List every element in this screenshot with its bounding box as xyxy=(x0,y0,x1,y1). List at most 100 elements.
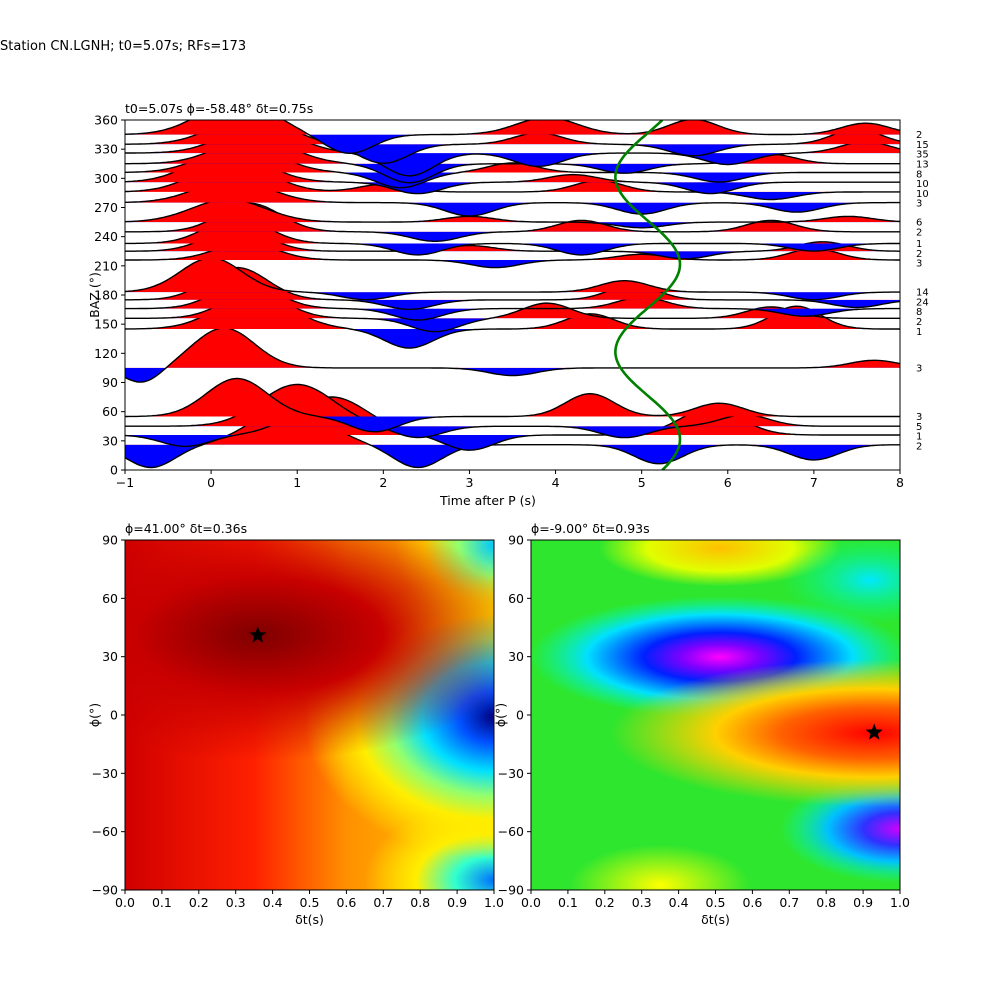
rf-trace-count: 3 xyxy=(916,259,922,270)
rf-trace xyxy=(125,327,900,383)
rf-trace-count: 10 xyxy=(916,179,929,190)
rf-x-axis: −1 0 1 2 3 4 5 6 7 8 xyxy=(116,470,904,490)
x-tick-label: 0.5 xyxy=(706,895,726,910)
x-tick-label: 1.0 xyxy=(890,895,910,910)
rf-trace-count: 14 xyxy=(916,288,929,299)
x-tick-label: 0.4 xyxy=(669,895,689,910)
x-tick-label: 8 xyxy=(896,475,904,490)
rf-trace-count: 2 xyxy=(916,317,922,328)
y-tick-label: −30 xyxy=(498,766,524,781)
y-tick-label: 210 xyxy=(94,258,118,273)
y-tick-label: −90 xyxy=(498,883,524,898)
energy-map-right-x-label: δt(s) xyxy=(701,912,730,927)
rf-trace-count: 2 xyxy=(916,441,922,452)
x-tick-label: 0.0 xyxy=(115,895,135,910)
rf-trace-line xyxy=(125,396,900,451)
y-tick-label: 330 xyxy=(94,142,118,157)
rf-trace-positive-fill xyxy=(125,179,900,203)
rf-trace-count: 13 xyxy=(916,159,929,170)
rf-trace-negative-fill xyxy=(350,329,498,348)
x-tick-label: 2 xyxy=(379,475,387,490)
rf-trace-negative-fill xyxy=(125,153,900,176)
x-tick-label: 0.1 xyxy=(558,895,578,910)
x-tick-label: 0.1 xyxy=(152,895,172,910)
y-tick-label: −60 xyxy=(498,824,524,839)
rf-trace-line xyxy=(125,377,900,433)
rf-trace-count: 1 xyxy=(916,327,922,338)
x-tick-label: 6 xyxy=(724,475,732,490)
x-tick-label: 7 xyxy=(810,475,818,490)
y-tick-label: 150 xyxy=(94,317,118,332)
y-tick-label: 90 xyxy=(102,375,118,390)
rf-trace-count: 2 xyxy=(916,249,922,260)
x-tick-label: 0.7 xyxy=(373,895,393,910)
x-tick-label: 0.0 xyxy=(521,895,541,910)
rf-trace-negative-fill xyxy=(318,416,464,432)
rf-trace-line xyxy=(125,120,900,165)
figure-suptitle: Station CN.LGNH; t0=5.07s; RFs=173 xyxy=(0,39,246,54)
y-tick-label: 60 xyxy=(102,591,118,606)
rf-trace-line xyxy=(125,202,900,242)
x-tick-label: 0 xyxy=(207,475,215,490)
rf-trace-positive-fill xyxy=(125,199,900,223)
rf-trace-negative-fill xyxy=(125,251,900,259)
energy-map-right-best-marker xyxy=(865,723,883,740)
rf-trace-count: 2 xyxy=(916,227,922,238)
x-tick-label: 0.3 xyxy=(632,895,652,910)
rf-trace-line xyxy=(125,266,900,311)
rf-x-axis-label: Time after P (s) xyxy=(439,493,536,508)
rf-trace-line xyxy=(125,120,900,155)
energy-map-right-field xyxy=(531,540,900,890)
energy-map-left-x-axis: 0.0 0.1 0.2 0.3 0.4 0.5 0.6 0.7 0.8 0.9 1.0 xyxy=(115,890,504,910)
y-tick-label: −90 xyxy=(92,883,118,898)
rf-trace-positive-fill xyxy=(125,161,900,192)
energy-map-left-field xyxy=(125,540,494,890)
x-tick-label: −1 xyxy=(116,475,134,490)
y-tick-label: −60 xyxy=(92,824,118,839)
y-tick-label: 360 xyxy=(94,113,118,128)
rf-trace-positive-fill xyxy=(125,384,900,427)
energy-map-left: ϕ=41.00° δt=0.36s 0.0 0.1 0.2 0.3 0.4 0.5 0.6 0… xyxy=(87,521,504,927)
rf-trace-negative-fill xyxy=(125,444,900,468)
x-tick-label: 1.0 xyxy=(484,895,504,910)
energy-map-right: ϕ=-9.00° δt=0.93s 0.0 0.1 0.2 0.3 0.4 0.5 0.6 0… xyxy=(493,521,910,927)
x-tick-label: 0.7 xyxy=(779,895,799,910)
rf-trace-negative-fill xyxy=(345,308,886,320)
rf-trace-negative-fill xyxy=(125,172,900,188)
rf-trace-count: 3 xyxy=(916,199,922,210)
rf-trace-line xyxy=(125,257,900,301)
rf-trace-count: 1 xyxy=(916,239,922,250)
rf-trace xyxy=(125,198,900,229)
energy-map-left-title: ϕ=41.00° δt=0.36s xyxy=(125,521,247,536)
rf-traces xyxy=(125,120,900,469)
rf-trace-negative-fill xyxy=(125,299,900,310)
rf-trace-count: 35 xyxy=(916,150,929,161)
x-tick-label: 1 xyxy=(293,475,301,490)
y-tick-label: 180 xyxy=(94,288,118,303)
rf-trace-positive-fill xyxy=(125,328,900,368)
rf-trace-count: 8 xyxy=(916,307,922,318)
y-tick-label: 0 xyxy=(516,708,524,723)
rf-trace-count: 24 xyxy=(916,297,929,308)
x-tick-label: 0.4 xyxy=(263,895,283,910)
rf-trace-positive-fill xyxy=(125,257,709,293)
x-tick-label: 0.9 xyxy=(447,895,467,910)
y-tick-label: −30 xyxy=(92,766,118,781)
rf-trace-positive-fill xyxy=(125,151,900,183)
y-tick-label: 120 xyxy=(94,346,118,361)
rf-panel-title: t0=5.07s ϕ=-58.48° δt=0.75s xyxy=(125,101,313,116)
energy-map-left-y-axis: −90 −60 −30 0 30 60 90 xyxy=(92,533,125,898)
rf-trace-negative-fill xyxy=(125,134,900,154)
x-tick-label: 0.2 xyxy=(595,895,615,910)
rf-trace-count: 1 xyxy=(916,432,922,443)
rf-trace xyxy=(125,257,900,301)
rf-trace-positive-fill xyxy=(125,406,900,445)
y-tick-label: 30 xyxy=(508,649,524,664)
rf-trace xyxy=(125,120,900,155)
y-tick-label: 240 xyxy=(94,229,118,244)
rf-trace-line xyxy=(125,327,900,383)
rf-trace-count: 3 xyxy=(916,412,922,423)
rf-y-axis: 0 30 60 90 120 150 180 210 240 270 300 330 360 xyxy=(94,113,125,478)
